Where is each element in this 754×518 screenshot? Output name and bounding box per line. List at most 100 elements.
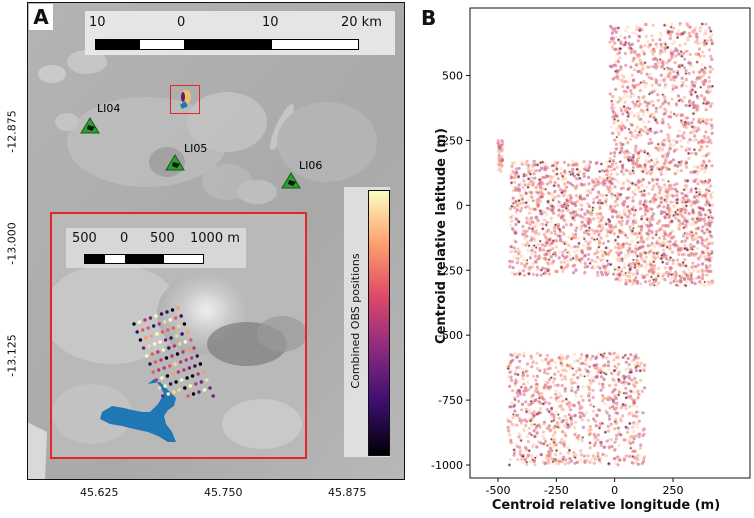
data-point-central-east <box>661 224 665 228</box>
data-point-central-east <box>673 187 677 191</box>
data-point-upper-northeast <box>649 170 653 174</box>
data-point-central-west <box>577 258 581 262</box>
data-point-central-east <box>625 235 629 240</box>
data-point-upper-northeast <box>621 124 625 128</box>
data-point-southern <box>589 381 593 385</box>
data-point-upper-northeast <box>614 142 618 146</box>
data-point-central-west <box>586 265 590 269</box>
data-point-upper-northeast <box>701 50 705 54</box>
data-point-central-east <box>614 222 618 226</box>
data-point-central-east <box>709 256 713 260</box>
data-point-central-west <box>517 189 521 193</box>
data-point-upper-northeast <box>643 85 647 89</box>
data-point-central-east <box>657 236 662 240</box>
data-point-central-west <box>531 229 535 233</box>
data-point-central-west <box>578 197 582 201</box>
data-point-central-east <box>628 243 632 247</box>
data-point-southern <box>616 455 620 459</box>
data-point-central-east <box>613 185 617 189</box>
data-point-central-west <box>601 241 606 245</box>
data-point-central-west <box>571 208 575 212</box>
data-point-upper-northeast <box>621 112 625 116</box>
data-point-southern <box>545 456 549 460</box>
data-point-central-west <box>600 273 604 277</box>
data-point-upper-northeast <box>628 151 633 155</box>
centroid-point-southern <box>513 449 515 451</box>
centroid-point-central-east <box>666 246 669 249</box>
data-point-southern <box>588 378 592 383</box>
obs-position-dot <box>169 336 173 340</box>
data-point-central-west <box>605 169 610 173</box>
data-point-upper-northeast <box>709 54 713 59</box>
data-point-southern <box>574 453 579 457</box>
centroid-point-upper-northeast <box>688 104 691 107</box>
data-point-upper-northeast <box>677 52 681 56</box>
data-point-southern <box>535 361 539 365</box>
data-point-upper-northeast <box>675 114 679 118</box>
data-point-upper-northeast <box>704 79 708 83</box>
data-point-upper-northeast <box>707 48 711 52</box>
data-point-upper-northeast <box>691 100 696 104</box>
data-point-southern <box>561 399 565 403</box>
centroid-point-upper-northeast <box>678 161 680 164</box>
data-point-upper-northeast <box>608 40 612 44</box>
data-point-upper-northeast <box>694 169 698 173</box>
data-point-upper-northeast <box>677 129 681 133</box>
data-point-upper-northeast <box>649 76 654 81</box>
centroid-point-central-west <box>583 238 586 240</box>
data-point-central-west <box>604 203 608 207</box>
data-point-central-west <box>523 264 527 268</box>
data-point-upper-northeast <box>676 164 680 168</box>
data-point-central-west <box>566 193 570 197</box>
data-point-central-west <box>513 161 517 165</box>
centroid-point-southern <box>577 386 580 388</box>
data-point-central-east <box>622 181 626 185</box>
data-point-upper-northeast <box>710 164 714 168</box>
data-point-central-east <box>662 234 666 238</box>
centroid-point-central-west <box>588 226 591 229</box>
centroid-point-southern <box>628 422 631 425</box>
obs-position-dot <box>201 370 206 374</box>
data-point-upper-northeast <box>682 136 686 140</box>
data-point-southern <box>524 407 528 411</box>
data-point-upper-northeast <box>697 47 701 51</box>
data-point-upper-northeast <box>700 140 704 144</box>
data-point-central-east <box>653 267 657 271</box>
obs-position-dot <box>177 324 181 328</box>
data-point-central-east <box>644 255 648 259</box>
data-point-central-east <box>663 278 667 282</box>
data-point-central-east <box>616 245 621 250</box>
obs-position-dot <box>147 344 151 348</box>
data-point-central-west <box>556 161 560 165</box>
data-point-southern <box>518 445 522 449</box>
data-point-central-west <box>566 250 571 254</box>
centroid-point-southern <box>565 398 568 401</box>
data-point-central-east <box>700 262 704 266</box>
data-point-upper-northeast <box>630 73 634 77</box>
data-point-central-west <box>611 163 615 167</box>
data-point-isolated-west <box>497 163 501 167</box>
data-point-central-east <box>669 200 673 204</box>
data-point-upper-northeast <box>702 82 706 86</box>
centroid-point-central-west <box>603 170 606 173</box>
data-point-upper-northeast <box>669 22 674 26</box>
centroid-point-central-east <box>634 209 637 212</box>
data-point-central-east <box>675 272 679 276</box>
data-point-southern <box>512 453 516 457</box>
obs-position-dot <box>165 374 170 378</box>
data-point-central-west <box>591 187 595 191</box>
data-point-upper-northeast <box>624 63 628 67</box>
data-point-central-east <box>710 203 714 207</box>
obs-position-dot <box>141 328 145 332</box>
data-point-southern <box>582 454 586 458</box>
data-point-southern <box>508 370 512 374</box>
data-point-central-west <box>539 179 543 183</box>
data-point-upper-northeast <box>684 162 688 166</box>
data-point-central-west <box>512 255 516 259</box>
data-point-upper-northeast <box>665 61 669 65</box>
data-point-southern <box>633 355 637 359</box>
data-point-upper-northeast <box>702 161 706 165</box>
data-point-central-west <box>569 223 573 227</box>
data-point-southern <box>525 434 529 439</box>
data-point-upper-northeast <box>680 99 684 103</box>
